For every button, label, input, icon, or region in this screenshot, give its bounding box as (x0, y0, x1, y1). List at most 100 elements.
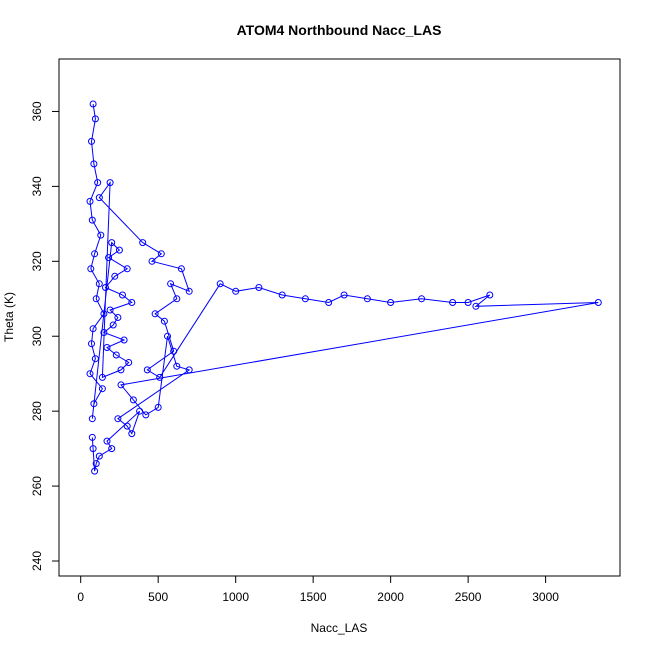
data-point (156, 373, 164, 381)
y-tick-label: 260 (30, 476, 44, 496)
data-point (100, 310, 108, 318)
data-point (164, 332, 171, 340)
data-point (157, 250, 165, 258)
y-tick-label: 240 (30, 551, 44, 571)
data-point (88, 340, 95, 348)
data-point (177, 265, 185, 273)
data-point (88, 137, 95, 145)
data-point (86, 370, 94, 378)
plot-area (86, 100, 602, 475)
data-point (128, 299, 136, 306)
data-point (136, 407, 144, 415)
data-point (89, 325, 97, 333)
data-point (102, 284, 109, 291)
plot-frame (58, 58, 621, 577)
data-point (418, 295, 426, 303)
data-point (472, 302, 480, 310)
data-point (91, 115, 99, 123)
x-tick-label: 500 (148, 590, 168, 604)
data-point (115, 246, 123, 254)
data-point (97, 231, 105, 239)
data-point (114, 415, 122, 423)
data-point (255, 284, 263, 291)
chart-title: ATOM4 Northbound Nacc_LAS (237, 22, 442, 38)
data-point (301, 295, 309, 303)
data-point (86, 197, 94, 205)
data-point (128, 430, 136, 438)
data-point (98, 373, 106, 381)
data-point (90, 400, 98, 408)
data-point (94, 179, 102, 187)
data-point (139, 239, 147, 247)
x-tick-label: 1500 (300, 590, 327, 604)
data-point (143, 366, 151, 374)
data-point (123, 265, 131, 273)
data-point (119, 291, 126, 299)
data-point (142, 411, 150, 419)
data-point (117, 381, 125, 389)
data-point (486, 291, 494, 299)
y-axis-label: Theta (K) (2, 292, 16, 342)
axes: 0 500 1000 1500 2000 2500 3000 240 260 280 300 320 3… (30, 101, 559, 604)
x-tick-label: 1000 (222, 590, 249, 604)
data-point (594, 299, 602, 306)
data-point (185, 366, 193, 374)
series-line (89, 103, 599, 472)
x-tick-label: 0 (77, 590, 84, 604)
data-point (232, 287, 240, 295)
data-point (154, 403, 162, 411)
data-point (108, 445, 116, 453)
data-point (88, 415, 96, 423)
data-point (173, 362, 181, 370)
x-axis-label: Nacc_LAS (311, 621, 368, 635)
data-point (464, 299, 472, 306)
data-point (449, 299, 457, 306)
data-point (87, 265, 95, 273)
y-tick-label: 340 (30, 176, 44, 196)
data-point (185, 287, 193, 295)
data-point (108, 239, 116, 247)
y-tick-label: 280 (30, 401, 44, 421)
data-point (91, 250, 99, 258)
data-point (95, 280, 103, 288)
data-point (100, 329, 108, 336)
data-point (92, 460, 100, 468)
data-point (129, 396, 137, 404)
y-tick-label: 320 (30, 251, 44, 271)
data-point (125, 359, 133, 366)
data-point (167, 280, 175, 288)
data-point (103, 344, 111, 351)
y-tick-label: 360 (30, 101, 44, 121)
y-tick-label: 300 (30, 326, 44, 346)
data-point (88, 216, 96, 224)
data-point (106, 179, 114, 187)
data-point (89, 445, 97, 453)
data-point (114, 314, 122, 321)
data-point (89, 100, 97, 108)
data-point (88, 433, 96, 441)
data-point (109, 321, 117, 329)
data-point (387, 299, 395, 306)
data-point (90, 160, 98, 168)
data-point (340, 291, 348, 299)
data-point (91, 355, 99, 363)
data-point (216, 280, 224, 288)
x-tick-label: 2000 (377, 590, 404, 604)
data-point (103, 437, 111, 445)
data-point (92, 295, 100, 303)
data-point (278, 291, 286, 299)
data-point (325, 299, 333, 306)
data-point (105, 254, 113, 262)
x-tick-label: 3000 (532, 590, 559, 604)
data-point (173, 295, 181, 303)
data-point (106, 306, 114, 314)
data-point (363, 295, 371, 303)
data-point (120, 336, 128, 344)
data-point (95, 194, 103, 202)
data-point (98, 385, 106, 393)
data-point (91, 467, 99, 475)
x-tick-label: 2500 (455, 590, 482, 604)
data-point (160, 317, 168, 325)
data-point (170, 347, 178, 355)
